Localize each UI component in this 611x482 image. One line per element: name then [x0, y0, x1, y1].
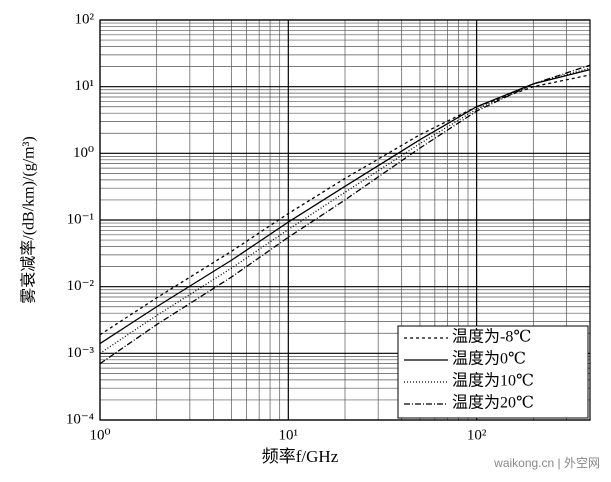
series-line [99, 69, 591, 345]
legend-label: 温度为20℃ [452, 394, 534, 412]
x-tick-label: 10¹ [279, 427, 299, 443]
legend-label: 温度为-8℃ [452, 328, 531, 346]
x-tick-label: 10⁰ [89, 427, 110, 443]
legend-label: 温度为10℃ [452, 372, 534, 390]
plot-frame [99, 19, 591, 421]
y-tick-label: 10⁻³ [67, 345, 95, 361]
y-tick-label: 10⁻² [67, 278, 95, 294]
legend-label: 温度为0℃ [452, 350, 526, 368]
x-tick-label: 10² [467, 427, 487, 443]
y-tick-label: 10² [75, 11, 95, 27]
watermark: waikong.cn | 外空网 [493, 456, 600, 470]
y-tick-label: 10⁻⁴ [66, 411, 94, 427]
legend-box [397, 325, 589, 419]
y-tick-label: 10¹ [75, 78, 95, 94]
y-tick-label: 10⁰ [73, 145, 94, 161]
y-tick-label: 10⁻¹ [67, 211, 94, 227]
series-line [99, 64, 591, 365]
y-axis-label: 雾衰减率/(dB/km)/(g/m³) [20, 136, 38, 303]
x-axis-label: 频率f/GHz [262, 447, 339, 466]
